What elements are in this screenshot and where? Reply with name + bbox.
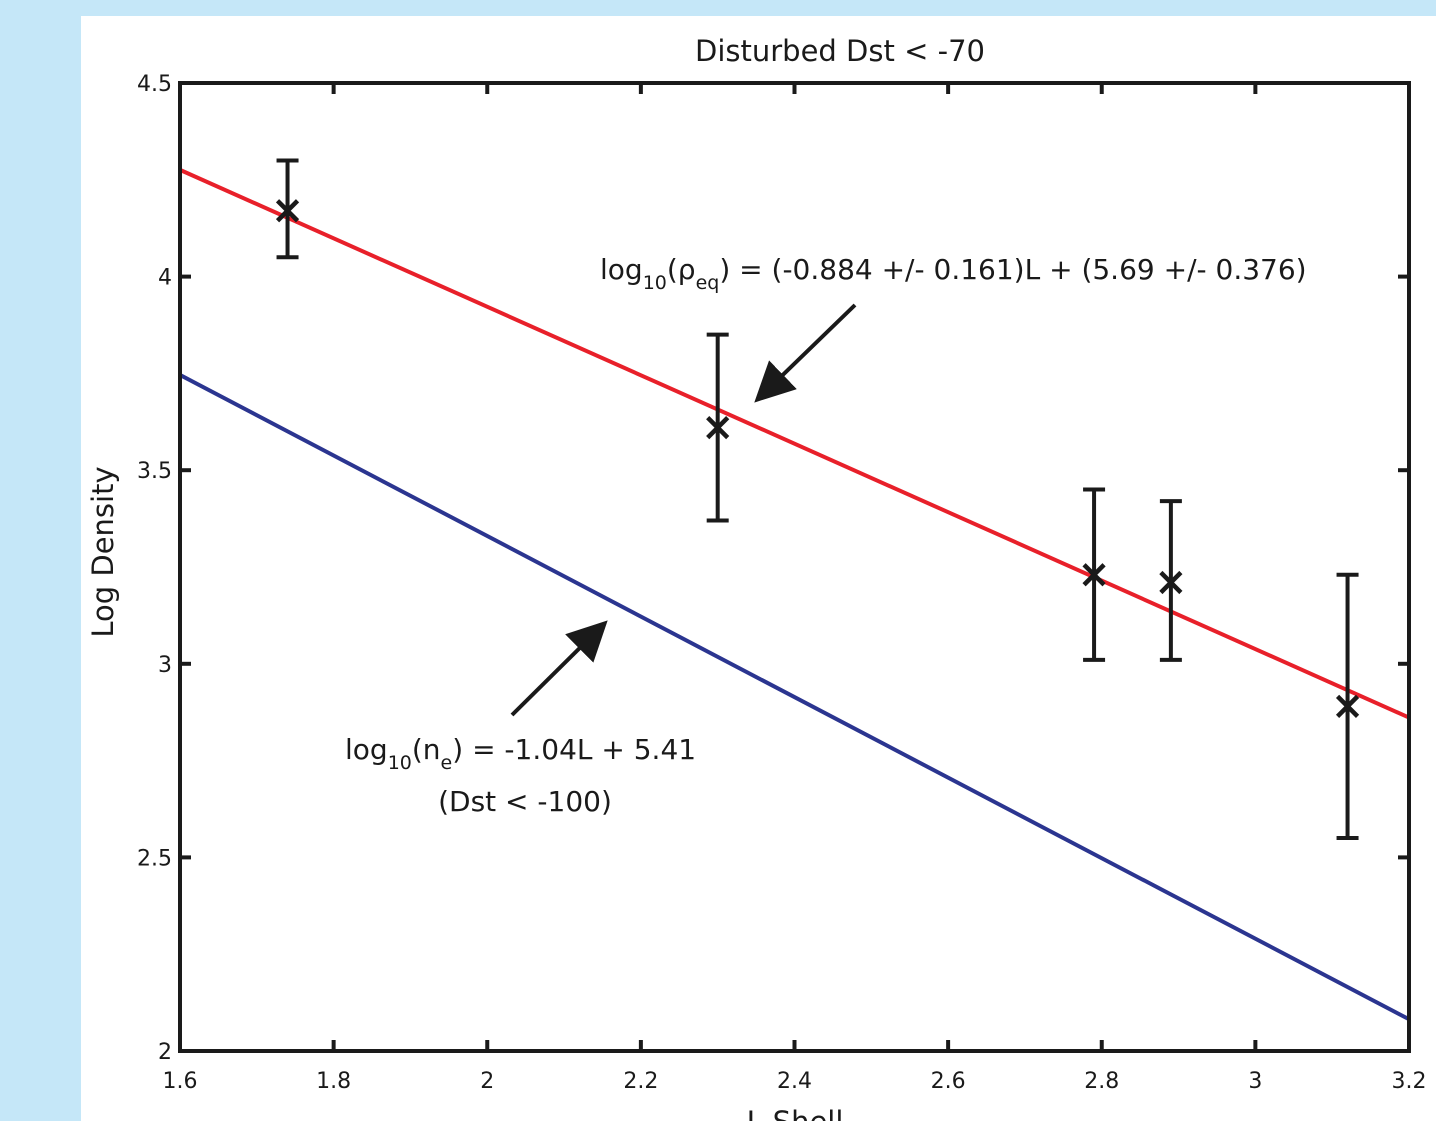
x-tick-label: 3.2: [1392, 1069, 1427, 1094]
plot-box: [178, 81, 1411, 1053]
axis-ticks: [178, 81, 1411, 1053]
x-tick-label: 2.6: [931, 1069, 966, 1094]
y-tick-label: 4: [158, 266, 172, 291]
x-tick-label: 2.2: [623, 1069, 658, 1094]
x-tick-label: 2: [480, 1069, 494, 1094]
fit-condition-label: (Dst < -100): [438, 785, 612, 818]
y-axis-title: Log Density: [86, 466, 120, 637]
x-tick-label: 2.8: [1084, 1069, 1119, 1094]
arrow-to-blue-line: [510, 620, 608, 717]
y-tick-label: 2: [158, 1040, 172, 1065]
marker-stroke: [1335, 694, 1360, 718]
fit-line-disturbed: [179, 168, 1410, 720]
data-point: [275, 199, 300, 223]
y-tick-label: 2.5: [137, 846, 172, 871]
fit-equation-reference: log10(ne) = -1.04L + 5.41: [345, 733, 696, 774]
plot-axes: [178, 81, 1411, 1053]
marker-stroke: [275, 199, 300, 223]
data-point: [706, 416, 730, 440]
marker-stroke: [1159, 570, 1183, 595]
data-point: [1335, 694, 1360, 718]
marker-stroke: [706, 416, 730, 440]
x-tick-label: 2.4: [777, 1069, 812, 1094]
data-point: [1159, 570, 1183, 595]
y-tick-label: 3.5: [137, 459, 172, 484]
x-tick-label: 1.6: [163, 1069, 198, 1094]
fit-lines: [179, 168, 1410, 1022]
x-axis-title: L-Shell: [747, 1105, 844, 1121]
figure-panel: [81, 16, 1436, 1121]
marker-stroke: [1082, 563, 1106, 587]
chart-title: Disturbed Dst < -70: [695, 34, 985, 68]
fit-equation-disturbed: log10(ρeq) = (-0.884 +/- 0.161)L + (5.69…: [600, 253, 1307, 294]
arrow-to-red-line: [754, 303, 857, 403]
x-tick-label: 3: [1248, 1069, 1262, 1094]
tick-labels: 1.6 1.8 2 2.2 2.4 2.6 2.8 3 3.2 2 2.5 3 3.5 4 4.5: [137, 72, 1427, 1094]
data-markers: [275, 199, 1360, 718]
y-tick-label: 4.5: [137, 72, 172, 97]
data-point: [1082, 563, 1106, 587]
fit-line-reference: [179, 373, 1410, 1022]
x-tick-label: 1.8: [316, 1069, 351, 1094]
y-tick-label: 3: [158, 653, 172, 678]
